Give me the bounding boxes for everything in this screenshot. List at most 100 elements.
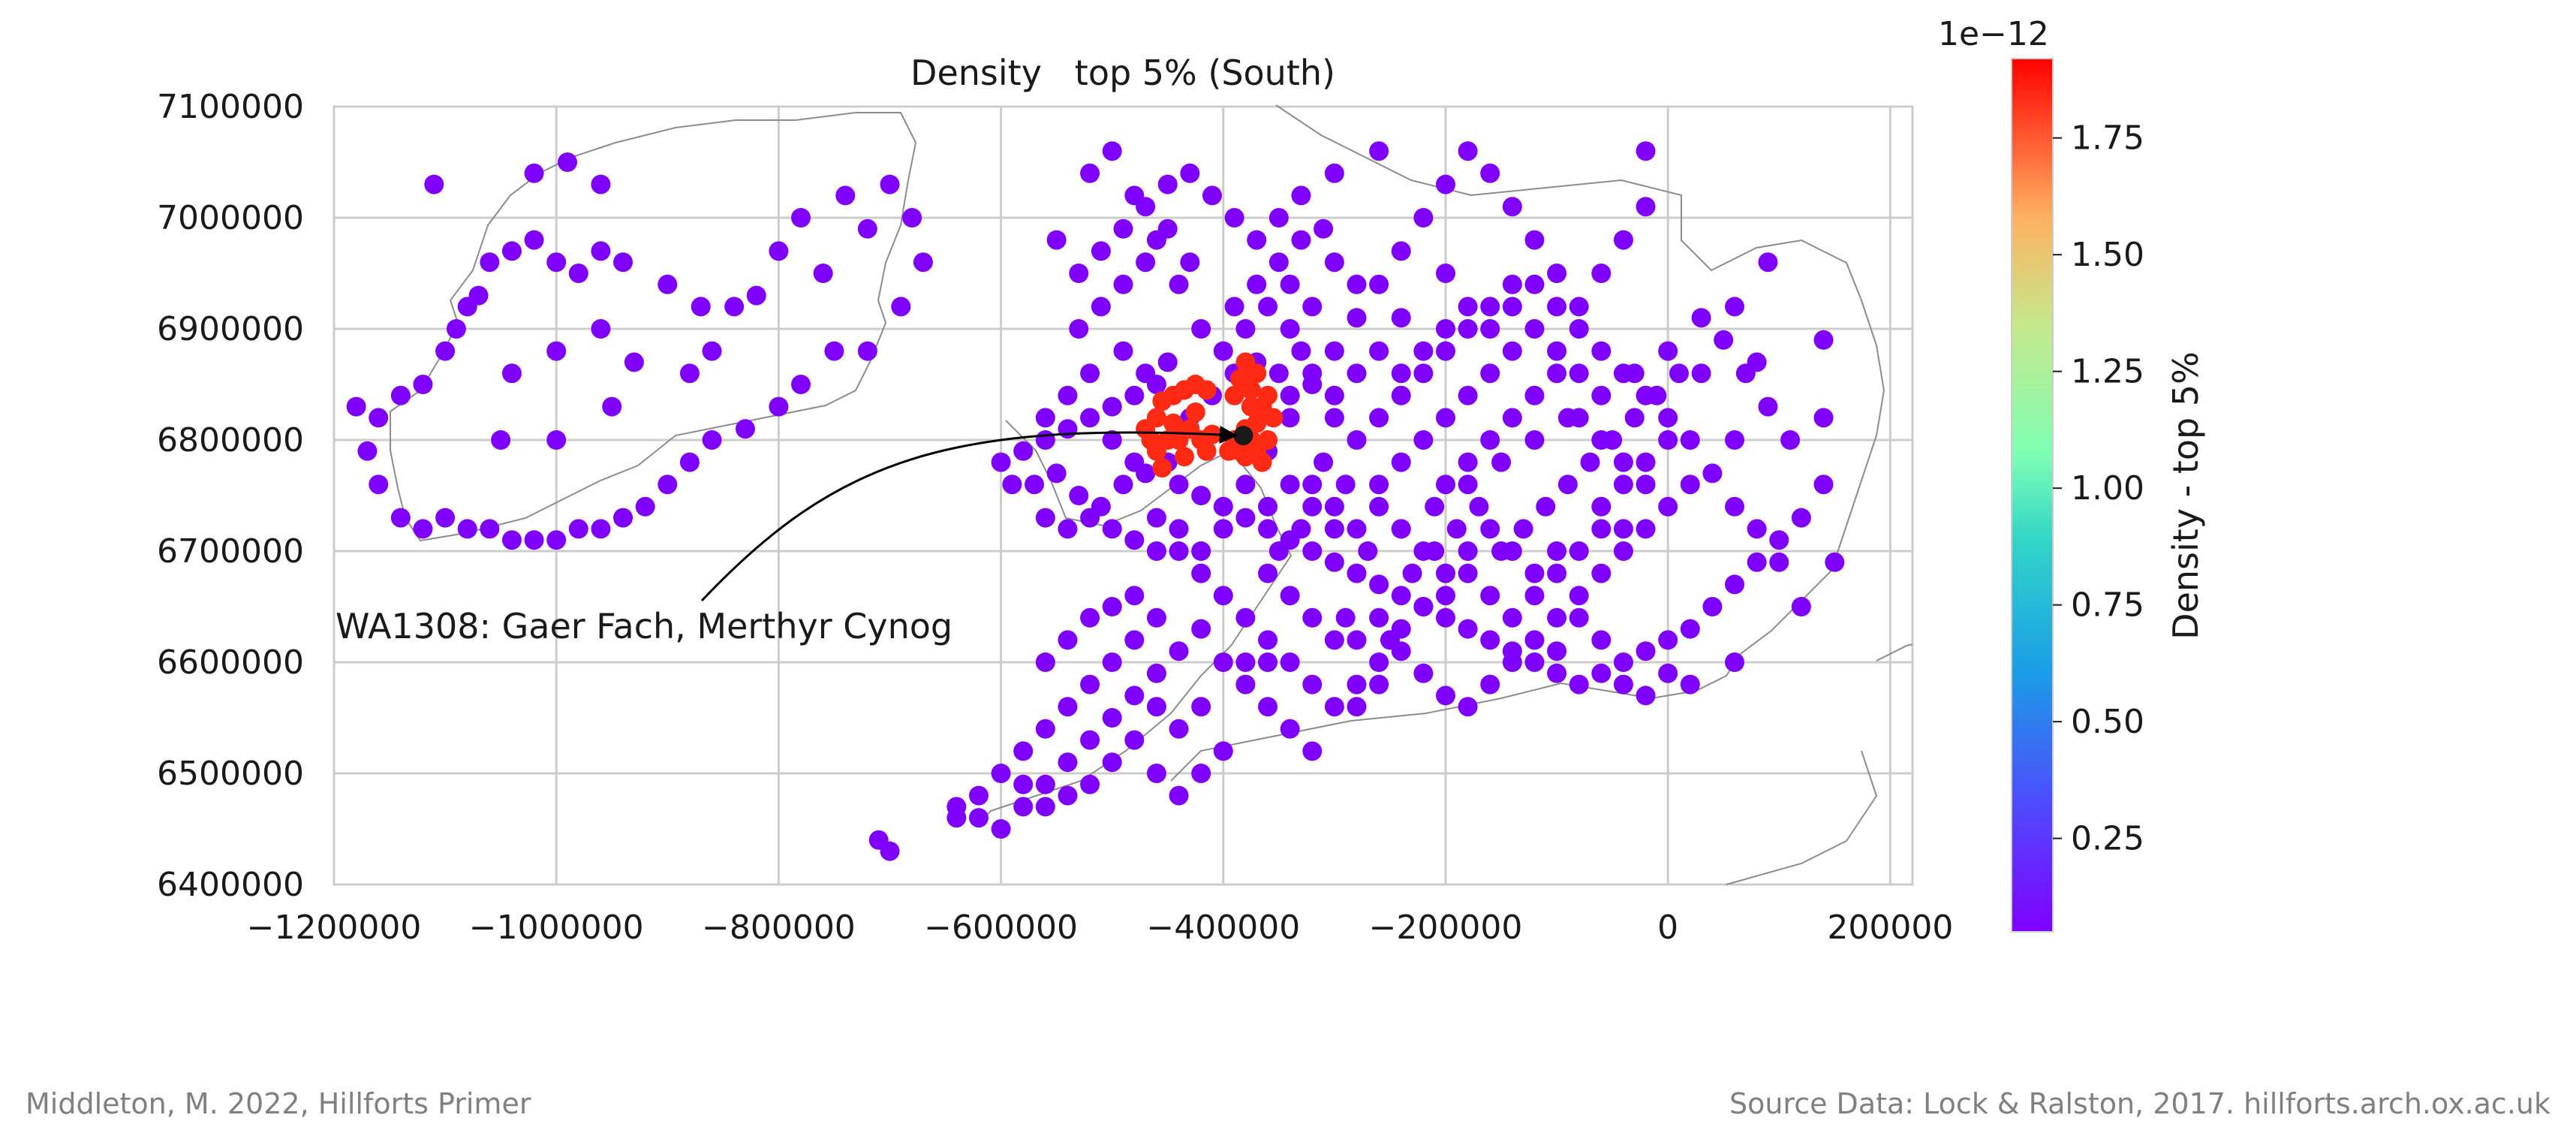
data-point [1391,452,1411,472]
data-point [1235,607,1256,628]
footer-credit-left: Middleton, M. 2022, Hillforts Primer [26,1087,531,1120]
data-point [1369,574,1389,595]
data-point [1636,686,1656,706]
data-point [1524,652,1545,672]
data-point [679,363,700,384]
data-point [591,241,611,261]
data-point [1458,619,1478,639]
data-point [1435,563,1455,583]
data-point [1413,363,1434,384]
data-point [1224,208,1244,228]
data-point [435,508,456,528]
data-point [1235,475,1256,495]
data-point [1247,274,1267,294]
data-point [1480,630,1500,650]
data-point [1258,697,1278,717]
x-tick-label: −400000 [1146,909,1300,947]
data-point [1636,519,1656,539]
data-point [1347,274,1367,294]
data-point [1702,597,1723,616]
data-point [1124,586,1145,606]
data-point [1169,475,1189,495]
data-point [1191,319,1211,339]
data-point [1035,408,1055,428]
data-point [1202,185,1222,206]
data-point [1813,475,1834,495]
y-tick-label: 7100000 [157,88,304,126]
data-point [1569,297,1589,317]
data-point [1258,496,1278,517]
data-point [1369,141,1389,161]
data-point [1369,408,1389,428]
data-point [1080,363,1100,384]
data-point [891,297,911,317]
data-point [1458,563,1478,583]
data-point [1536,496,1556,517]
data-point [1324,552,1344,572]
data-point [1813,330,1834,350]
data-point [591,519,611,539]
data-point [1591,341,1612,361]
data-point [1113,218,1133,239]
data-point [1480,319,1500,339]
data-point [1124,185,1145,206]
data-point [1046,463,1067,484]
y-tick-label: 6900000 [157,310,304,348]
data-point [1758,252,1778,273]
data-point [1369,341,1389,361]
data-point [1435,319,1455,339]
colorbar-tick-label: 0.50 [2071,703,2144,741]
data-point [1268,208,1289,228]
data-point [1035,797,1055,817]
data-point [1591,563,1612,583]
data-point [1658,663,1678,683]
data-point [791,375,811,394]
data-point [1658,341,1678,361]
data-point [1235,652,1256,672]
data-point [1102,141,1122,161]
data-point [390,508,411,528]
data-point [1124,452,1145,472]
data-point [1502,652,1522,672]
data-point [1213,741,1233,761]
data-point [1636,475,1656,495]
data-point [1213,652,1233,672]
data-point [1391,586,1411,606]
data-point [658,274,678,294]
data-point [724,297,745,317]
data-point [1569,541,1589,561]
data-point [558,152,578,172]
data-point [1324,697,1344,717]
data-point [691,297,711,317]
data-point [1502,197,1522,217]
data-point [1102,430,1122,450]
data-point [1402,563,1422,583]
x-tick-label: −600000 [924,909,1078,947]
data-point [1124,630,1145,650]
data-point [1725,496,1745,517]
data-point [702,341,722,361]
data-point [1169,641,1189,661]
y-tick-label: 7000000 [157,199,304,237]
data-point [424,174,444,194]
data-point [1169,541,1189,561]
data-point [1413,663,1434,683]
data-point [1196,441,1217,461]
data-point [1591,264,1612,283]
data-point [1291,185,1311,206]
data-point [1224,385,1244,405]
data-point [1324,519,1344,539]
data-point [1425,496,1445,517]
data-point [1613,363,1633,384]
data-point [1580,452,1600,472]
data-point [1569,408,1589,428]
data-point [1314,218,1334,239]
data-point [1280,408,1300,428]
data-point [1058,785,1078,806]
data-point [1458,475,1478,495]
data-point [1146,663,1166,683]
data-point [1524,563,1545,583]
data-point [1180,252,1200,273]
data-point [1347,308,1367,328]
data-point [1169,274,1189,294]
